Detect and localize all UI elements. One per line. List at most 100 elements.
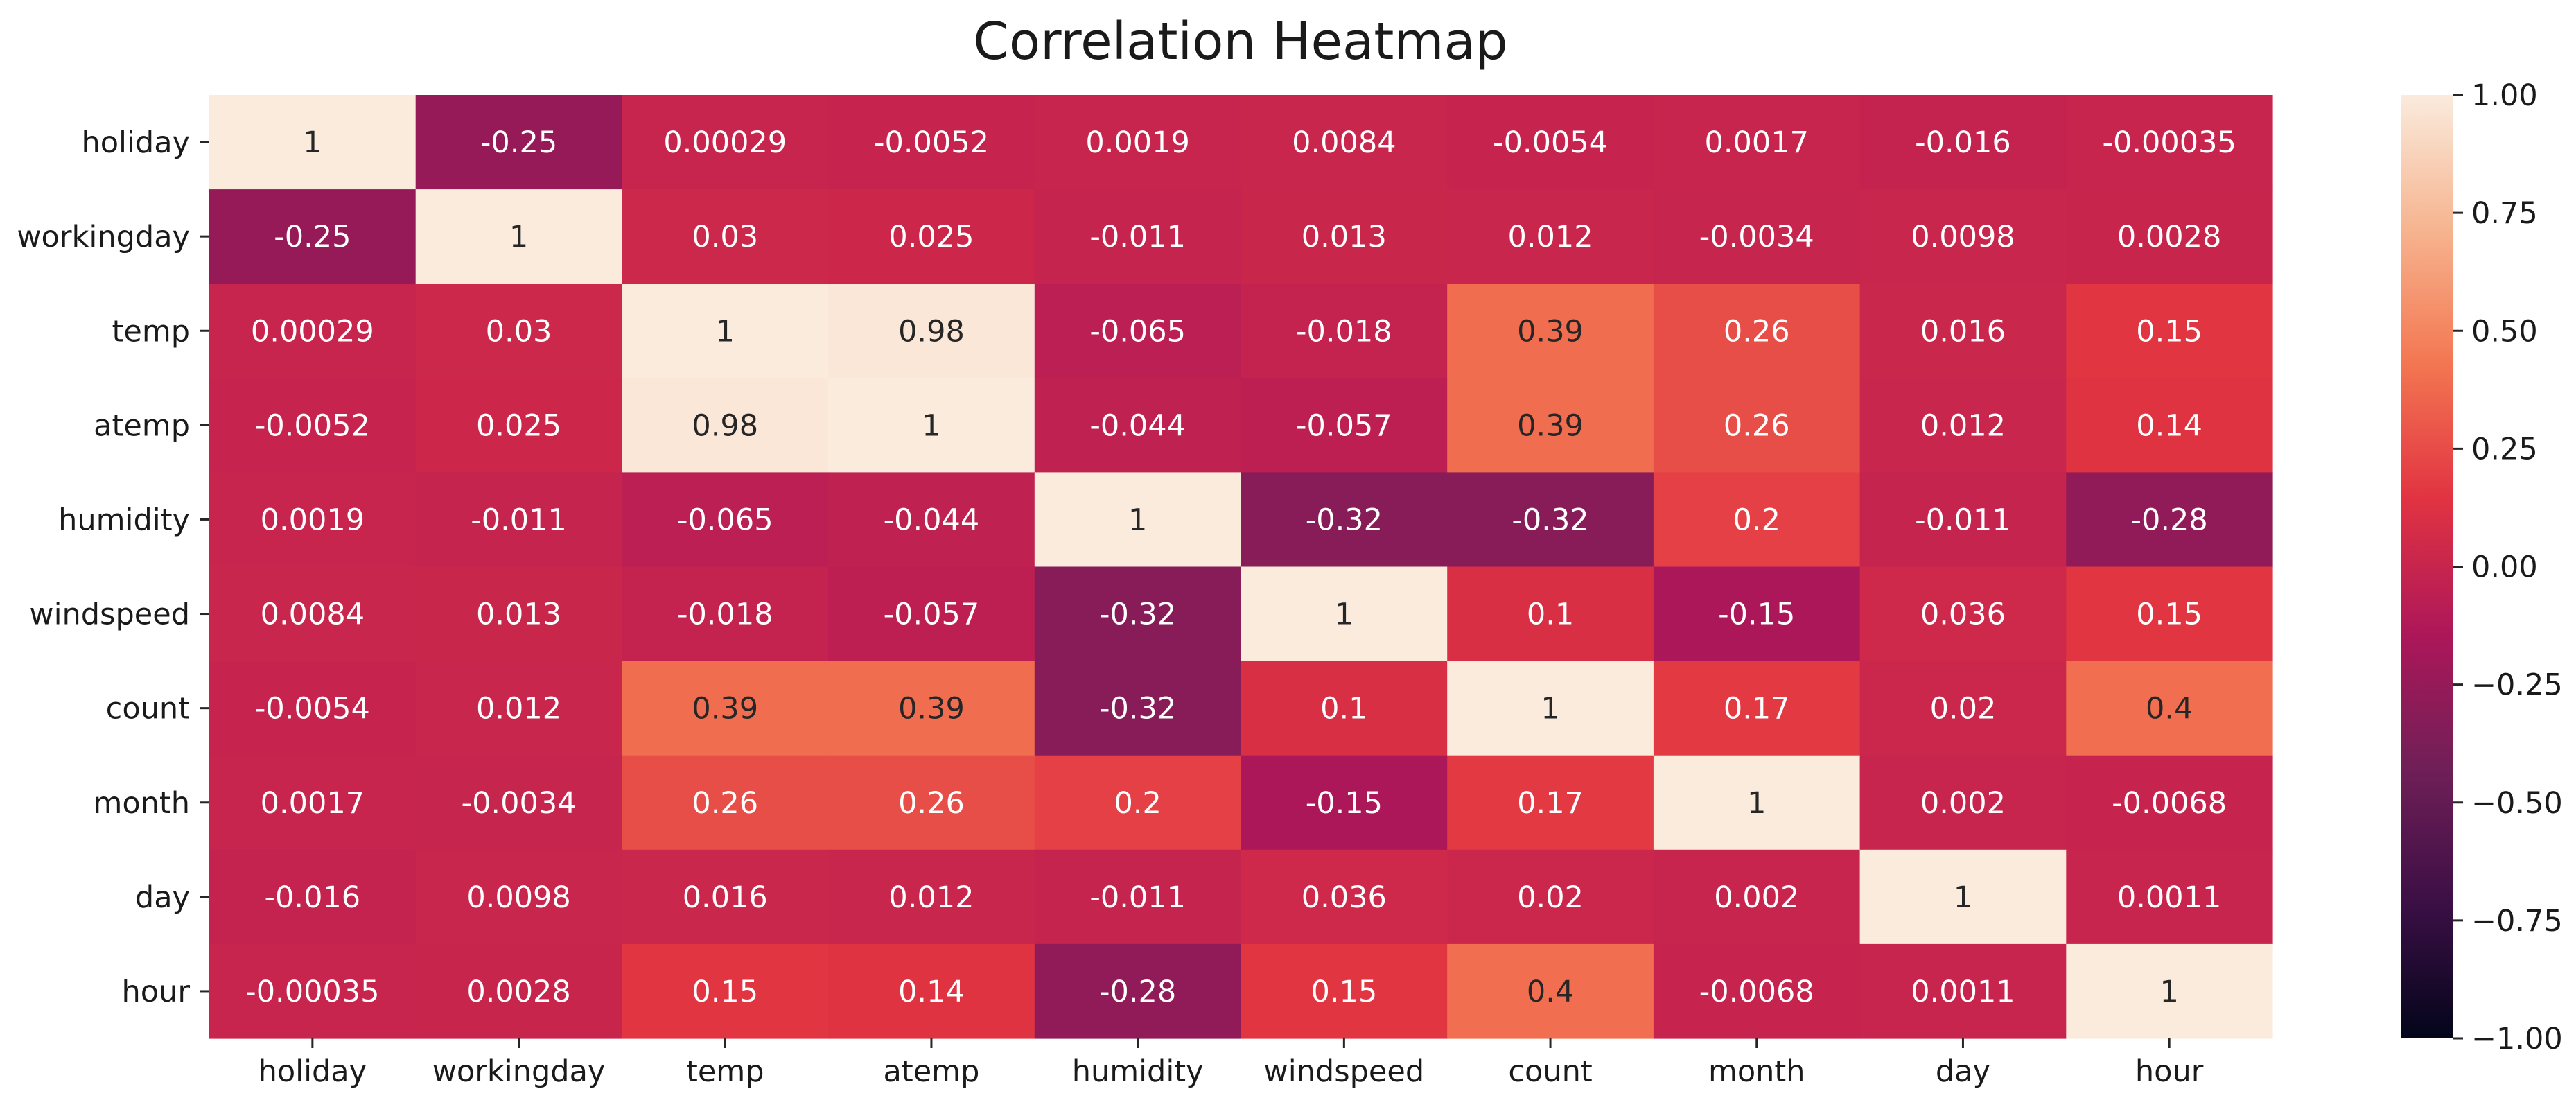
cell-value-label-windspeed-count: 0.1 xyxy=(1527,598,1574,632)
colorbar-tick-label: −1.00 xyxy=(2471,1022,2563,1056)
cell-value-label-atemp-hour: 0.14 xyxy=(2136,408,2202,443)
heatmap-cell-holiday-month xyxy=(1653,95,1861,190)
cell-value-label-day-holiday: -0.016 xyxy=(265,880,361,915)
cell-value-label-temp-month: 0.26 xyxy=(1724,314,1790,349)
cell-value-label-month-workingday: -0.0034 xyxy=(462,786,577,821)
cell-value-label-temp-temp: 1 xyxy=(716,314,735,349)
cell-value-label-atemp-holiday: -0.0052 xyxy=(255,408,370,443)
cell-value-label-temp-atemp: 0.98 xyxy=(898,314,965,349)
cell-value-label-count-windspeed: 0.1 xyxy=(1320,692,1367,726)
heatmap-cell-temp-hour xyxy=(2066,284,2273,378)
heatmap-cell-count-windspeed xyxy=(1241,661,1448,756)
heatmap-cell-hour-windspeed xyxy=(1241,943,1448,1039)
cell-value-label-month-windspeed: -0.15 xyxy=(1306,786,1383,821)
cell-value-label-workingday-windspeed: 0.013 xyxy=(1302,220,1387,254)
x-tick-label-holiday: holiday xyxy=(259,1054,367,1089)
heatmap-cell-temp-day xyxy=(1859,284,2067,378)
heatmap-cell-month-month xyxy=(1653,755,1861,851)
x-tick-label-hour: hour xyxy=(2135,1054,2204,1089)
cell-value-label-windspeed-atemp: -0.057 xyxy=(884,598,980,632)
heatmap-cell-windspeed-day xyxy=(1859,566,2067,662)
cell-value-label-temp-humidity: -0.065 xyxy=(1089,314,1186,349)
heatmap-cell-windspeed-hour xyxy=(2066,566,2273,662)
cell-value-label-atemp-humidity: -0.044 xyxy=(1089,408,1186,443)
heatmap-cell-windspeed-count xyxy=(1447,566,1654,662)
heatmap-cell-holiday-hour xyxy=(2066,95,2273,190)
cell-value-label-workingday-hour: 0.0028 xyxy=(2117,220,2221,254)
colorbar: 1.00 0.75 0.50 0.25 0.00 −0.25 −0.50 −0.75 −1.00 xyxy=(2401,78,2563,1056)
heatmap-cell-workingday-day xyxy=(1859,189,2067,284)
cell-value-label-count-temp: 0.39 xyxy=(692,692,758,726)
heatmap-cell-day-count xyxy=(1447,849,1654,945)
y-tick-label-count: count xyxy=(106,692,190,726)
heatmap-cell-atemp-temp xyxy=(622,378,829,473)
heatmap-cell-count-temp xyxy=(622,661,829,756)
cell-value-label-windspeed-humidity: -0.32 xyxy=(1099,598,1176,632)
heatmap-cell-month-hour xyxy=(2066,755,2273,851)
heatmap-cell-day-humidity xyxy=(1034,849,1242,945)
x-axis: holiday workingday temp atemp humidity windsp… xyxy=(259,1038,2204,1089)
x-tick-label-day: day xyxy=(1936,1054,1990,1089)
heatmap-cell-holiday-holiday xyxy=(209,95,417,190)
heatmap-cell-atemp-windspeed xyxy=(1241,378,1448,473)
cell-value-label-workingday-humidity: -0.011 xyxy=(1089,220,1186,254)
y-tick-label-workingday: workingday xyxy=(17,220,190,254)
heatmap-cell-humidity-atemp xyxy=(828,472,1035,568)
heatmap-cell-humidity-windspeed xyxy=(1241,472,1448,568)
cell-value-label-holiday-month: 0.0017 xyxy=(1705,125,1809,160)
heatmap-cell-temp-windspeed xyxy=(1241,284,1448,378)
heatmap-cells xyxy=(209,95,2273,1039)
heatmap-cell-labels: 1 -0.25 0.00029 -0.0052 0.0019 0.0084 -0.0054 0… xyxy=(245,125,2236,1009)
heatmap-cell-hour-month xyxy=(1653,943,1861,1039)
heatmap-cell-workingday-temp xyxy=(622,189,829,284)
cell-value-label-holiday-workingday: -0.25 xyxy=(480,125,557,160)
heatmap-cell-holiday-temp xyxy=(622,95,829,190)
y-tick-label-day: day xyxy=(135,880,190,915)
x-tick-label-workingday: workingday xyxy=(432,1054,606,1089)
cell-value-label-humidity-hour: -0.28 xyxy=(2131,503,2208,537)
cell-value-label-windspeed-holiday: 0.0084 xyxy=(261,598,365,632)
cell-value-label-humidity-atemp: -0.044 xyxy=(884,503,980,537)
cell-value-label-atemp-windspeed: -0.057 xyxy=(1296,408,1392,443)
cell-value-label-count-count: 1 xyxy=(1541,692,1559,726)
heatmap-cell-holiday-day xyxy=(1859,95,2067,190)
cell-value-label-windspeed-windspeed: 1 xyxy=(1335,598,1353,632)
cell-value-label-month-temp: 0.26 xyxy=(692,786,758,821)
heatmap-cell-count-atemp xyxy=(828,661,1035,756)
heatmap-cell-atemp-day xyxy=(1859,378,2067,473)
x-tick-label-temp: temp xyxy=(686,1054,764,1089)
y-tick-label-temp: temp xyxy=(112,314,191,349)
heatmap-cell-atemp-humidity xyxy=(1034,378,1242,473)
cell-value-label-day-atemp: 0.012 xyxy=(888,880,974,915)
cell-value-label-windspeed-day: 0.036 xyxy=(1920,598,2006,632)
cell-value-label-month-count: 0.17 xyxy=(1517,786,1584,821)
heatmap-cell-humidity-humidity xyxy=(1034,472,1242,568)
cell-value-label-day-humidity: -0.011 xyxy=(1089,880,1186,915)
heatmap-cell-hour-temp xyxy=(622,943,829,1039)
x-tick-label-month: month xyxy=(1708,1054,1805,1089)
y-tick-label-month: month xyxy=(93,786,190,821)
cell-value-label-temp-windspeed: -0.018 xyxy=(1296,314,1392,349)
cell-value-label-atemp-temp: 0.98 xyxy=(692,408,758,443)
colorbar-tick-label: 0.25 xyxy=(2471,432,2538,467)
cell-value-label-day-workingday: 0.0098 xyxy=(466,880,570,915)
cell-value-label-day-temp: 0.016 xyxy=(683,880,768,915)
cell-value-label-hour-holiday: -0.00035 xyxy=(245,975,379,1009)
heatmap-cell-month-workingday xyxy=(415,755,622,851)
heatmap-cell-month-humidity xyxy=(1034,755,1242,851)
cell-value-label-humidity-count: -0.32 xyxy=(1512,503,1588,537)
cell-value-label-day-windspeed: 0.036 xyxy=(1302,880,1387,915)
heatmap-cell-hour-workingday xyxy=(415,943,622,1039)
cell-value-label-count-atemp: 0.39 xyxy=(898,692,965,726)
heatmap-cell-count-month xyxy=(1653,661,1861,756)
heatmap-cell-temp-workingday xyxy=(415,284,622,378)
cell-value-label-workingday-holiday: -0.25 xyxy=(274,220,351,254)
cell-value-label-humidity-holiday: 0.0019 xyxy=(261,503,365,537)
colorbar-tick-label: −0.75 xyxy=(2471,904,2563,939)
heatmap-cell-month-day xyxy=(1859,755,2067,851)
cell-value-label-temp-count: 0.39 xyxy=(1517,314,1584,349)
heatmap-cell-humidity-month xyxy=(1653,472,1861,568)
cell-value-label-day-day: 1 xyxy=(1954,880,1972,915)
heatmap-cell-windspeed-month xyxy=(1653,566,1861,662)
cell-value-label-holiday-windspeed: 0.0084 xyxy=(1292,125,1396,160)
